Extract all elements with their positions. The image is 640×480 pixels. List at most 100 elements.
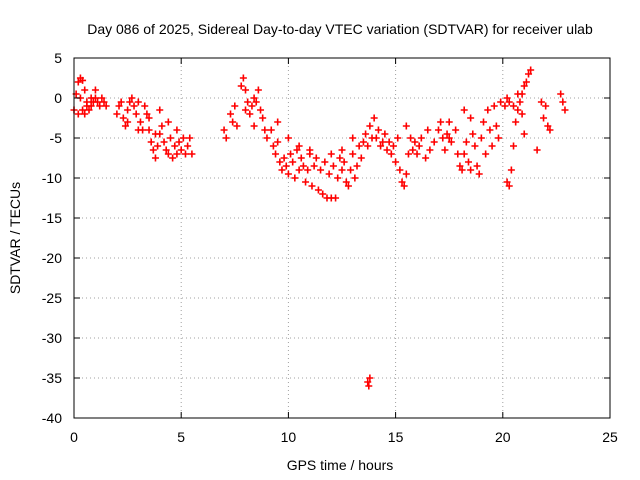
data-point <box>233 122 241 130</box>
data-point <box>173 126 181 134</box>
data-point <box>94 98 102 106</box>
data-point <box>520 130 528 138</box>
data-point <box>81 86 89 94</box>
data-point <box>184 142 192 150</box>
x-tick-label: 10 <box>281 429 297 445</box>
data-point <box>486 126 494 134</box>
data-point <box>503 94 511 102</box>
data-point <box>113 110 121 118</box>
data-point <box>312 154 320 162</box>
data-point <box>156 106 164 114</box>
data-point <box>510 142 518 150</box>
data-point <box>171 142 179 150</box>
data-point <box>484 106 492 114</box>
data-point <box>154 142 162 150</box>
x-tick-label: 15 <box>388 429 404 445</box>
data-point <box>151 154 159 162</box>
data-point <box>96 102 104 110</box>
y-tick-label: -40 <box>42 410 62 426</box>
data-point <box>250 122 258 130</box>
data-point <box>370 114 378 122</box>
data-point <box>242 86 250 94</box>
data-point <box>518 110 526 118</box>
data-point <box>310 162 318 170</box>
data-point <box>544 122 552 130</box>
data-point <box>291 174 299 182</box>
y-tick-label: -25 <box>42 290 62 306</box>
data-point <box>490 102 498 110</box>
data-point <box>130 102 138 110</box>
data-point <box>372 134 380 142</box>
data-point <box>147 138 155 146</box>
data-point <box>492 122 500 130</box>
data-point <box>136 118 144 126</box>
data-point <box>362 130 370 138</box>
data-point <box>141 102 149 110</box>
data-point <box>365 382 373 390</box>
data-point <box>488 142 496 150</box>
data-point <box>254 86 262 94</box>
data-point <box>409 146 417 154</box>
data-point <box>248 102 256 110</box>
x-tick-label: 5 <box>177 429 185 445</box>
data-point <box>542 102 550 110</box>
data-point <box>374 126 382 134</box>
data-point <box>366 374 374 382</box>
data-point <box>426 146 434 154</box>
data-point <box>434 126 442 134</box>
data-point <box>74 110 82 118</box>
data-point <box>274 138 282 146</box>
data-point <box>512 118 520 126</box>
data-point <box>143 110 151 118</box>
data-point <box>85 106 93 114</box>
data-point <box>480 118 488 126</box>
data-point <box>263 134 271 142</box>
data-point <box>149 146 157 154</box>
data-point <box>417 134 425 142</box>
data-point <box>124 118 132 126</box>
data-point <box>561 106 569 114</box>
data-point <box>394 134 402 142</box>
data-point <box>188 150 196 158</box>
data-point <box>381 130 389 138</box>
data-point <box>411 138 419 146</box>
y-axis-label: SDTVAR / TECUs <box>7 182 23 294</box>
data-point <box>520 82 528 90</box>
data-point <box>132 110 140 118</box>
data-point <box>220 126 228 134</box>
data-point <box>546 126 554 134</box>
y-tick-label: 5 <box>54 50 62 66</box>
data-point <box>347 166 355 174</box>
data-point <box>102 102 110 110</box>
data-point <box>501 102 509 110</box>
data-point <box>186 134 194 142</box>
data-point <box>74 78 82 86</box>
data-point <box>415 142 423 150</box>
data-point <box>329 162 337 170</box>
x-tick-label: 0 <box>70 429 78 445</box>
data-point <box>237 82 245 90</box>
data-point <box>83 102 91 110</box>
data-point <box>250 94 258 102</box>
data-point <box>274 118 282 126</box>
data-point <box>383 146 391 154</box>
data-point <box>164 150 172 158</box>
data-point <box>514 106 522 114</box>
data-point <box>507 166 515 174</box>
data-point <box>229 118 237 126</box>
data-point <box>272 150 280 158</box>
data-point <box>91 86 99 94</box>
data-point <box>340 158 348 166</box>
data-point <box>79 76 87 84</box>
data-point <box>342 178 350 186</box>
data-point <box>295 142 303 150</box>
data-point <box>289 158 297 166</box>
data-point <box>244 98 252 106</box>
data-point <box>181 150 189 158</box>
data-point <box>452 126 460 134</box>
data-point <box>379 138 387 146</box>
data-point <box>242 106 250 114</box>
axis-ticks <box>73 57 611 419</box>
data-point <box>334 174 342 182</box>
